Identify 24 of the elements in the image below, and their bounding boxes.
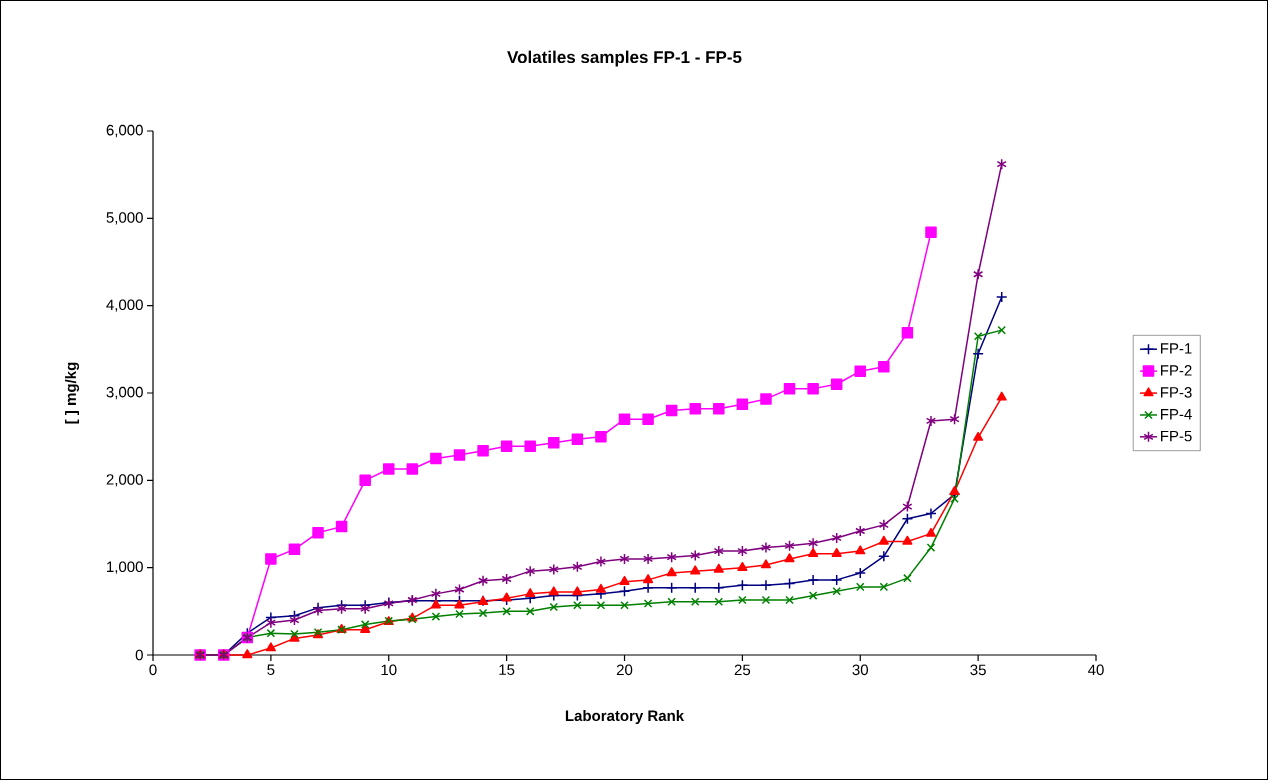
legend-label: FP-3 [1161, 387, 1192, 398]
y-tick-label: 3,000 [106, 386, 143, 400]
y-tick-label: 5,000 [106, 212, 143, 225]
x-tick-label: 0 [149, 664, 157, 676]
x-tick-label: 10 [381, 664, 397, 676]
chart-title: Volatiles samples FP-1 - FP-5 [507, 50, 742, 67]
x-tick-label: 15 [499, 664, 515, 675]
legend-label: FP-1 [1161, 343, 1192, 354]
legend-label: FP-4 [1161, 409, 1192, 420]
y-tick-label: 0 [135, 649, 143, 661]
y-axis-title: [ ] mg/kg [65, 362, 80, 424]
y-tick-label: 4,000 [106, 299, 143, 312]
x-tick-label: 35 [970, 664, 986, 676]
legend-label: FP-2 [1161, 365, 1192, 376]
x-tick-label: 40 [1088, 664, 1104, 676]
x-tick-label: 30 [852, 664, 868, 676]
x-tick-label: 20 [616, 664, 633, 676]
y-tick-label: 2,000 [106, 474, 143, 487]
x-tick-label: 25 [734, 664, 751, 676]
y-tick-label: 6,000 [106, 124, 143, 138]
x-tick-label: 5 [267, 664, 275, 675]
y-tick-label: 1,000 [107, 561, 143, 574]
x-axis-title: Laboratory Rank [565, 710, 685, 724]
legend-label: FP-5 [1161, 430, 1192, 442]
